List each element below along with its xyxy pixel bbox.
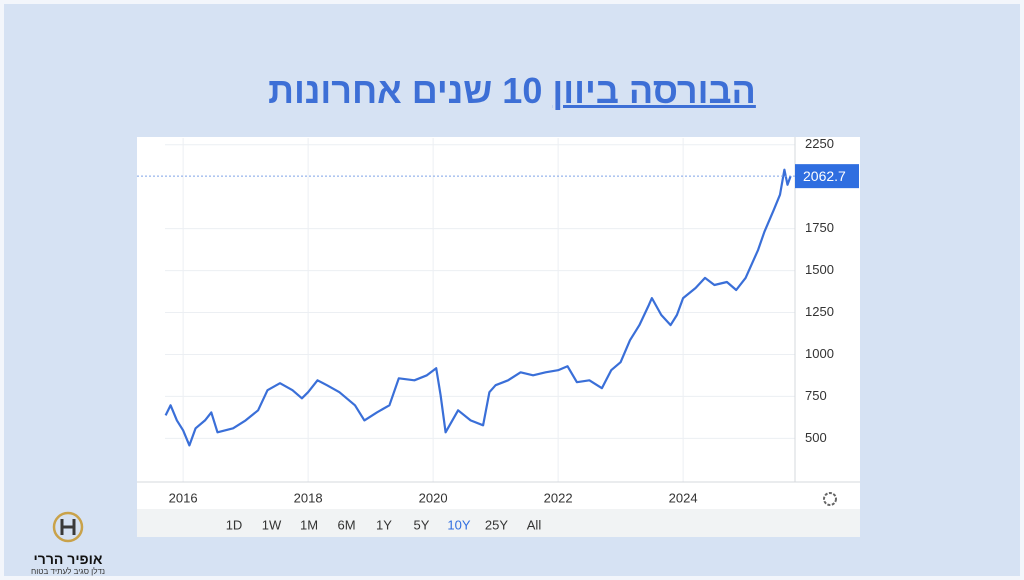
slide-title: הבורסה ביוון 10 שנים אחרונות [4,70,1020,112]
y-tick-label: 2250 [805,137,834,151]
range-bar [137,509,860,537]
range-button[interactable]: All [527,517,542,532]
y-tick-label: 750 [805,388,827,403]
logo-tagline: נדלן סגיב לעתיד בטוח [30,567,106,576]
range-button[interactable]: 10Y [447,517,470,532]
logo-icon [52,511,84,543]
last-price-label: 2062.7 [803,168,846,184]
range-button[interactable]: 6M [337,517,355,532]
chart: 500 750 1000 1250 1500 1750 2250 2016 2018 2020 20… [137,137,860,537]
x-tick-label: 2024 [669,490,698,505]
title-underlined: הבורסה ביוון [552,70,756,111]
logo-name: אופיר הררי [33,551,103,567]
range-button[interactable]: 5Y [414,517,430,532]
y-tick-label: 1750 [805,220,834,235]
y-tick-label: 1000 [805,346,834,361]
x-tick-label: 2020 [419,490,448,505]
x-tick-label: 2018 [294,490,323,505]
title-rest: 10 שנים אחרונות [268,70,543,111]
range-button[interactable]: 1Y [376,517,392,532]
logo: אופיר הררי נדלן סגיב לעתיד בטוח [18,510,118,576]
y-tick-label: 1500 [805,262,834,277]
settings-icon[interactable] [823,492,837,506]
range-button[interactable]: 25Y [485,517,508,532]
x-tick-label: 2022 [544,490,573,505]
range-button[interactable]: 1D [226,517,243,532]
x-tick-label: 2016 [169,490,198,505]
y-tick-label: 500 [805,430,827,445]
y-tick-label: 1250 [805,304,834,319]
range-button[interactable]: 1M [300,517,318,532]
range-button[interactable]: 1W [262,517,282,532]
last-price-box [795,164,859,189]
price-line [164,168,792,447]
